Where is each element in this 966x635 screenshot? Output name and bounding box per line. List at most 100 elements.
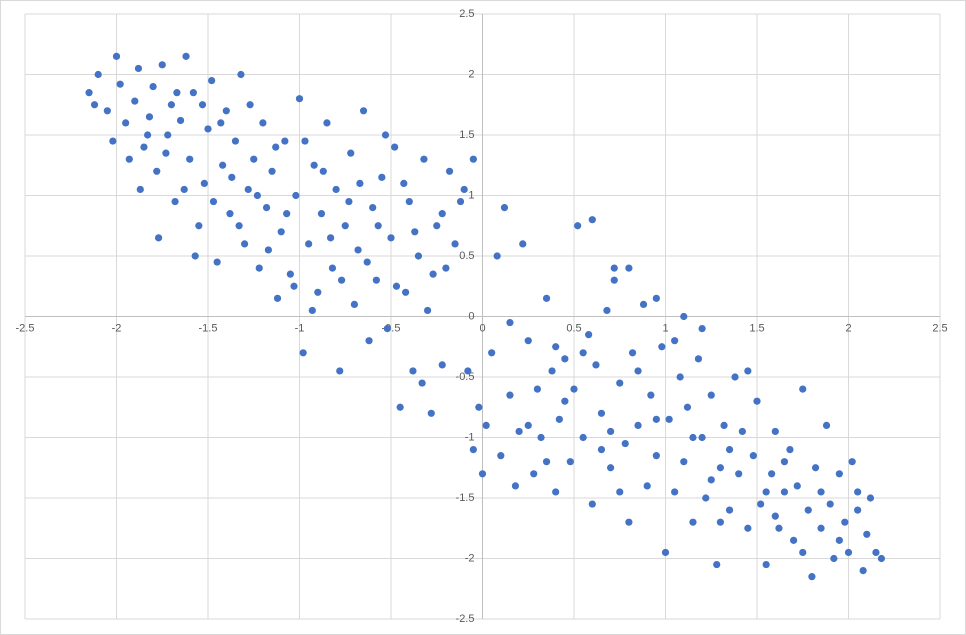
point <box>713 560 721 569</box>
point <box>561 355 569 363</box>
y-tick-label: -2.5 <box>456 613 475 625</box>
point <box>217 119 225 127</box>
point <box>363 258 371 266</box>
point <box>286 270 294 278</box>
point <box>323 119 331 127</box>
point <box>250 155 258 163</box>
point <box>237 70 245 79</box>
point <box>548 367 556 375</box>
point <box>228 173 236 181</box>
point <box>180 185 188 194</box>
point <box>689 518 697 526</box>
point <box>661 548 670 557</box>
x-tick-label: -1 <box>295 322 305 334</box>
x-tick-label: 2 <box>845 322 851 334</box>
point <box>301 137 309 145</box>
point <box>530 470 538 478</box>
point <box>702 494 710 502</box>
point <box>579 433 587 442</box>
point <box>418 379 426 387</box>
point <box>292 191 300 200</box>
point <box>438 210 446 218</box>
point <box>634 421 642 429</box>
point <box>537 433 545 442</box>
point <box>204 125 212 133</box>
point <box>735 470 743 478</box>
point <box>579 349 587 357</box>
point <box>588 216 596 224</box>
x-tick-label: 1.5 <box>749 322 764 334</box>
point <box>555 415 563 423</box>
point <box>327 234 335 242</box>
point <box>625 264 633 272</box>
x-tick-label: 1 <box>662 322 668 334</box>
point <box>610 276 618 284</box>
point <box>639 300 648 308</box>
point <box>515 427 523 436</box>
point <box>356 179 364 187</box>
point <box>676 373 684 381</box>
point <box>427 409 435 417</box>
point <box>808 573 816 581</box>
point <box>854 506 862 514</box>
point <box>652 415 660 423</box>
point <box>771 427 779 436</box>
point <box>409 367 417 375</box>
y-tick-label: -1 <box>465 431 475 443</box>
point <box>689 433 697 442</box>
point <box>259 119 267 127</box>
point <box>445 167 454 175</box>
point <box>186 155 194 163</box>
y-tick-label: -1.5 <box>456 492 475 504</box>
point <box>226 210 234 218</box>
point <box>524 337 532 345</box>
point <box>616 488 624 496</box>
point <box>552 343 560 351</box>
point <box>337 276 346 284</box>
y-tick-label: 2 <box>468 68 474 80</box>
point <box>396 403 404 411</box>
point <box>799 385 807 393</box>
point <box>607 464 615 472</box>
point <box>841 518 849 526</box>
point <box>835 470 843 478</box>
point <box>411 228 419 236</box>
point <box>762 560 770 569</box>
point <box>500 204 509 212</box>
point <box>835 536 843 544</box>
point <box>378 173 386 181</box>
point <box>762 488 770 496</box>
point <box>475 403 483 411</box>
point <box>391 143 399 151</box>
x-tick-label: -2 <box>112 322 122 334</box>
point <box>451 240 459 248</box>
point <box>720 421 728 429</box>
point <box>392 282 401 290</box>
point <box>253 191 262 200</box>
point <box>191 252 199 260</box>
point <box>189 89 197 97</box>
point <box>347 149 355 157</box>
point <box>255 264 263 272</box>
point <box>872 548 880 557</box>
point <box>469 446 477 454</box>
point <box>817 524 825 532</box>
point <box>219 161 227 169</box>
point <box>848 458 856 466</box>
point <box>341 222 349 230</box>
point <box>268 167 276 175</box>
point <box>162 149 170 157</box>
point <box>429 270 437 278</box>
point <box>780 458 789 466</box>
point <box>804 506 812 514</box>
y-tick-label: 1.5 <box>459 129 474 141</box>
point <box>628 349 637 357</box>
point <box>775 524 783 532</box>
point <box>144 131 152 139</box>
point <box>125 155 133 163</box>
point <box>402 288 410 296</box>
point <box>176 116 185 125</box>
point <box>817 488 825 496</box>
point <box>753 397 761 405</box>
